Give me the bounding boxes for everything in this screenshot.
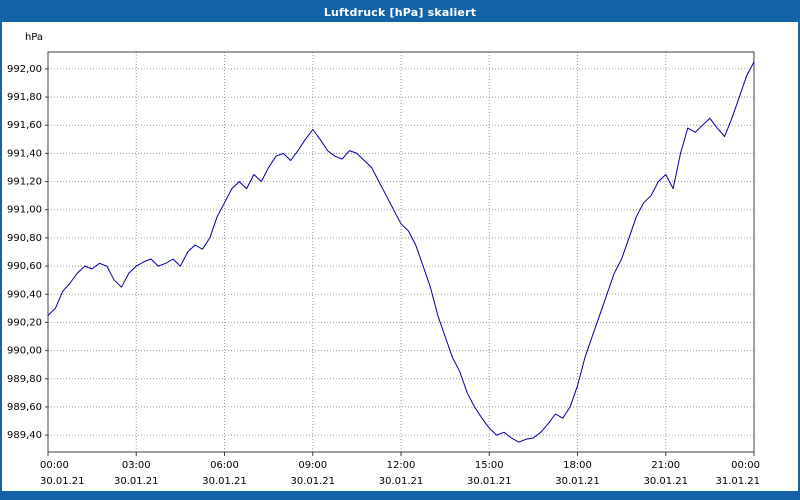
y-tick-label: 990,60 [7, 261, 42, 272]
y-axis-unit-label: hPa [25, 32, 43, 43]
x-tick-time-label: 15:00 [475, 460, 504, 471]
x-tick-time-label: 18:00 [563, 460, 592, 471]
pressure-line-chart: 989,40 989,60 989,80 990,00 990,20 990,40 990,… [7, 32, 760, 487]
x-tick-date-label: 30.01.21 [290, 476, 335, 487]
y-tick-label: 991,60 [7, 120, 42, 131]
x-tick-date-label: 31.01.21 [715, 476, 760, 487]
y-tick-label: 989,80 [7, 374, 42, 385]
plot-border [47, 51, 755, 453]
x-tick-time-label: 06:00 [210, 460, 239, 471]
x-tick-date-label: 30.01.21 [643, 476, 688, 487]
x-tick-time-label: 00:00 [731, 460, 760, 471]
chart-series [47, 61, 755, 443]
chart-area: 989,40 989,60 989,80 990,00 990,20 990,40 990,… [2, 22, 798, 491]
y-tick-label: 991,20 [7, 177, 42, 188]
x-tick-time-label: 12:00 [387, 460, 416, 471]
pressure-series-line [47, 61, 755, 443]
x-tick-time-label: 03:00 [122, 460, 151, 471]
y-tick-label: 992,00 [7, 64, 42, 75]
x-tick-date-label: 30.01.21 [555, 476, 600, 487]
y-tick-label: 991,40 [7, 148, 42, 159]
x-tick-time-label: 09:00 [298, 460, 327, 471]
x-tick-time-label: 21:00 [651, 460, 680, 471]
x-tick-date-label: 30.01.21 [40, 476, 85, 487]
x-tick-time-label: 00:00 [40, 460, 69, 471]
window-title: Luftdruck [hPa] skaliert [323, 5, 477, 19]
window-footer-bar [2, 491, 798, 498]
y-tick-label: 989,60 [7, 402, 42, 413]
x-tick-date-label: 30.01.21 [202, 476, 247, 487]
y-tick-label: 990,00 [7, 346, 42, 357]
y-tick-label: 990,40 [7, 289, 42, 300]
window-titlebar: Luftdruck [hPa] skaliert [2, 2, 798, 22]
y-tick-label: 991,00 [7, 205, 42, 216]
y-tick-label: 990,80 [7, 233, 42, 244]
x-tick-date-label: 30.01.21 [379, 476, 424, 487]
chart-axis-labels: 989,40 989,60 989,80 990,00 990,20 990,40 990,… [7, 32, 760, 487]
chart-axes [45, 51, 755, 456]
y-tick-label: 991,80 [7, 92, 42, 103]
x-tick-date-label: 30.01.21 [467, 476, 512, 487]
y-tick-label: 989,40 [7, 430, 42, 441]
x-tick-date-label: 30.01.21 [114, 476, 159, 487]
y-tick-label: 990,20 [7, 317, 42, 328]
chart-gridlines [48, 52, 754, 452]
